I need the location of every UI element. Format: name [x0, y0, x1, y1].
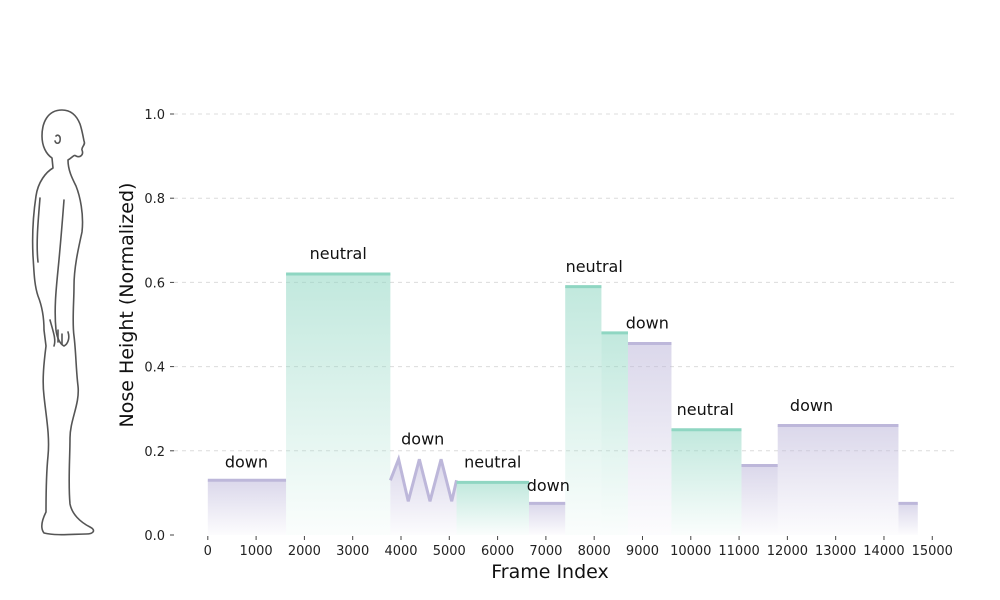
x-tick-label: 3000	[336, 544, 369, 559]
x-tick-label: 9000	[626, 544, 659, 559]
segment-area-down	[528, 503, 566, 535]
segment-area-down	[390, 459, 457, 535]
segment-area-neutral	[286, 273, 391, 535]
y-tick-label: 1.0	[144, 108, 165, 123]
x-tick-label: 13000	[815, 544, 856, 559]
segment-label: neutral	[464, 453, 521, 472]
y-tick-label: 0.6	[144, 276, 165, 291]
x-tick-label: 6000	[481, 544, 514, 559]
y-tick-label: 0.4	[144, 361, 165, 376]
y-tick-label: 0.2	[144, 445, 165, 460]
x-tick-label: 8000	[578, 544, 611, 559]
x-axis-title: Frame Index	[491, 561, 609, 583]
segment-label: down	[790, 396, 833, 415]
segment-line-down	[388, 454, 459, 502]
x-tick-label: 12000	[767, 544, 808, 559]
y-tick-label: 0.0	[144, 529, 165, 544]
standing-human-figure-icon	[31, 109, 95, 536]
segment-area-neutral	[601, 332, 628, 535]
segment-label: down	[225, 453, 268, 472]
segment-area-neutral	[671, 429, 742, 535]
x-tick-label: 4000	[384, 544, 417, 559]
x-tick-label: 1000	[240, 544, 273, 559]
x-tick-label: 0	[204, 544, 212, 559]
segment-area-down	[627, 343, 672, 535]
x-tick-label: 2000	[288, 544, 321, 559]
x-tick-label: 7000	[529, 544, 562, 559]
segment-label: neutral	[310, 244, 367, 263]
x-tick-label: 14000	[863, 544, 904, 559]
segment-label: down	[527, 476, 570, 495]
segment-label: neutral	[566, 257, 623, 276]
segment-label: down	[626, 314, 669, 333]
y-tick-label: 0.8	[144, 192, 165, 207]
x-tick-label: 5000	[433, 544, 466, 559]
segment-area-neutral	[565, 286, 602, 535]
segment-area-down	[777, 425, 899, 535]
segment-area-neutral	[456, 482, 529, 535]
x-tick-label: 15000	[912, 544, 953, 559]
segment-area-down	[898, 503, 918, 535]
y-axis-title: Nose Height (Normalized)	[116, 183, 138, 428]
segment-label: down	[401, 429, 444, 448]
segment-label: neutral	[677, 400, 734, 419]
x-tick-label: 10000	[670, 544, 711, 559]
segment-area-down	[741, 465, 778, 535]
segment-area-down	[207, 480, 287, 535]
x-tick-label: 11000	[718, 544, 759, 559]
